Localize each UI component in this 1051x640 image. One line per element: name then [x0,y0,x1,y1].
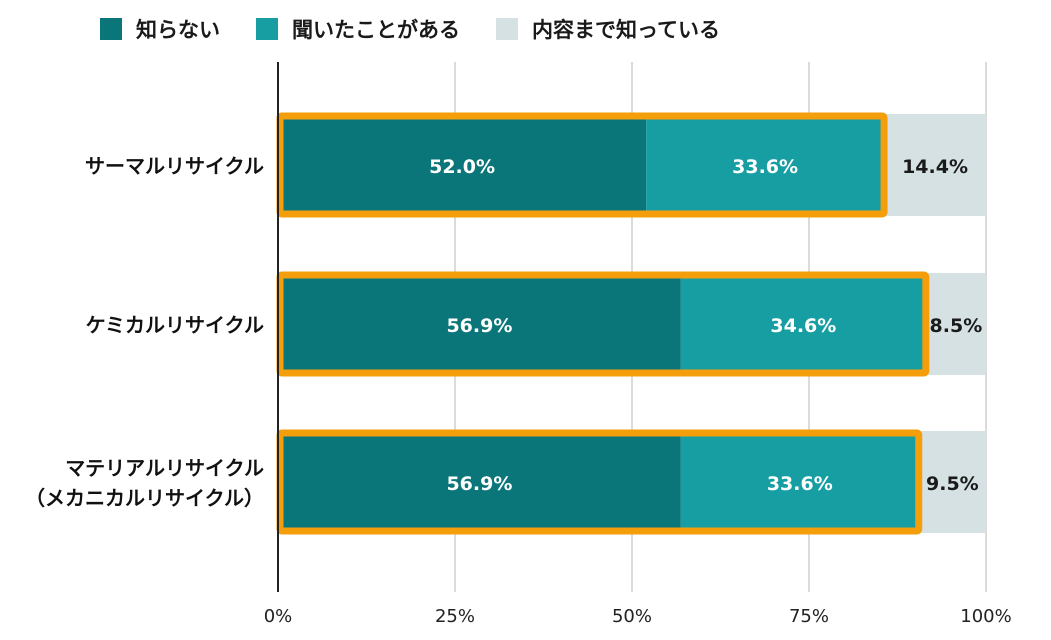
legend-swatch-unknown [100,18,122,40]
legend-item-know-content: 内容まで知っている [496,14,720,44]
bar-segment-0-1 [646,114,885,216]
data-label-0-2: 14.4% [902,156,968,178]
x-tick-label-75: 75% [789,606,829,627]
legend-swatch-heard [256,18,278,40]
legend-label-heard: 聞いたことがある [292,18,460,42]
highlight-box-2 [276,429,923,535]
data-label-1-2: 8.5% [930,315,983,337]
category-label-2-line-0: マテリアルリサイクル [65,456,264,480]
data-label-2-1: 33.6% [767,473,833,495]
legend-item-heard: 聞いたことがある [256,14,460,44]
bar-segment-1-1 [680,273,926,375]
category-label-2-line-1: （メカニカルリサイクル） [25,486,264,510]
bar-segment-0-0 [278,114,647,216]
legend-label-know-content: 内容まで知っている [532,18,720,42]
bar-segment-2-0 [278,431,681,533]
data-label-0-1: 33.6% [732,156,798,178]
bar-segment-1-0 [278,273,681,375]
bar-segment-2-1 [680,431,919,533]
highlight-box-1 [276,271,930,377]
data-label-1-0: 56.9% [446,315,512,337]
bar-segment-0-2 [884,114,986,216]
chart-legend: 知らない 聞いたことがある 内容まで知っている [100,14,756,44]
x-tick-label-50: 50% [612,606,652,627]
bar-segment-1-2 [925,273,986,375]
category-label-1: ケミカルリサイクル [86,313,264,337]
category-label-0: サーマルリサイクル [85,154,264,178]
data-label-2-2: 9.5% [926,473,979,495]
legend-swatch-know-content [496,18,518,40]
legend-label-unknown: 知らない [136,18,220,42]
data-label-2-0: 56.9% [446,473,512,495]
x-tick-label-25: 25% [435,606,475,627]
x-tick-label-0: 0% [264,606,293,627]
legend-item-unknown: 知らない [100,14,220,44]
data-label-1-1: 34.6% [770,315,836,337]
x-tick-label-100: 100% [960,606,1011,627]
highlight-box-0 [276,112,888,218]
data-label-0-0: 52.0% [429,156,495,178]
bar-segment-2-2 [918,431,986,533]
